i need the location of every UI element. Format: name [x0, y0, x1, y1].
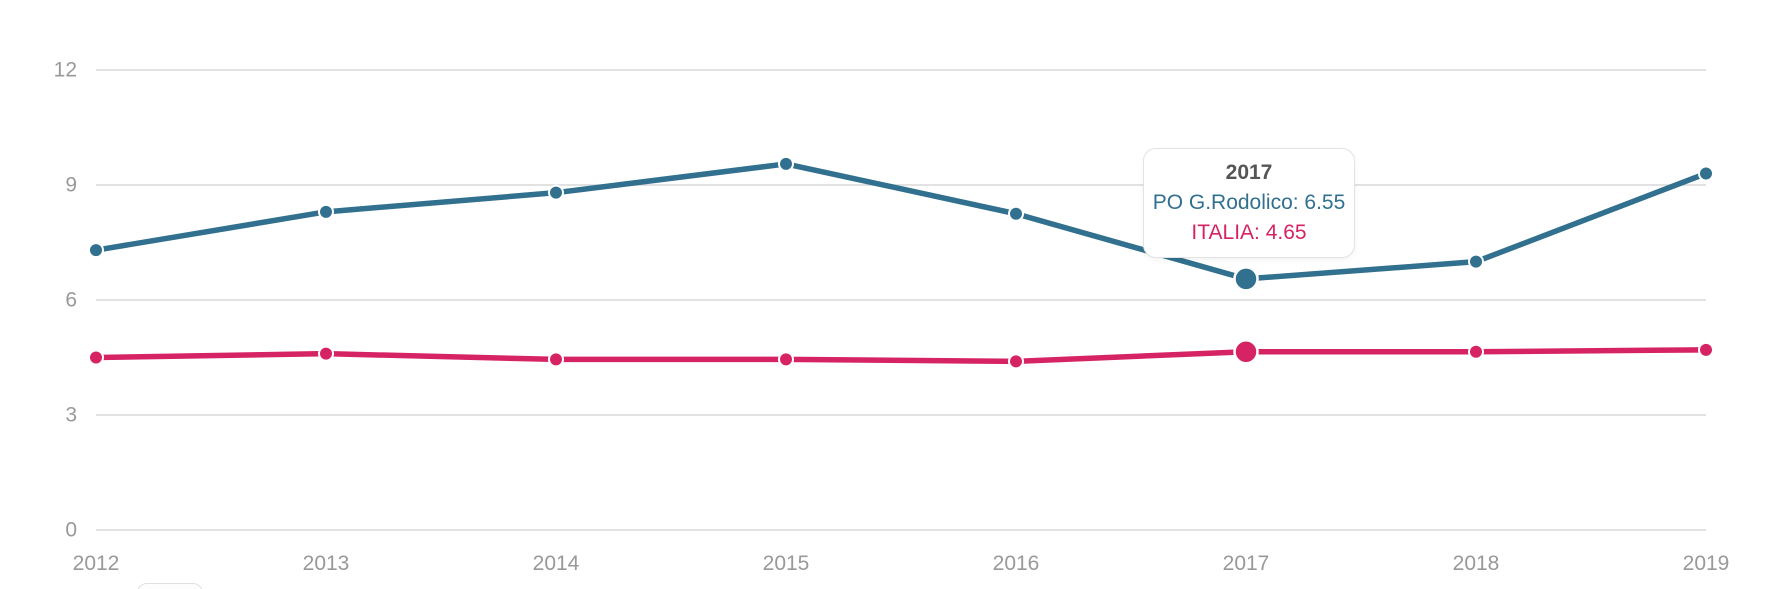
- y-axis-label: 6: [65, 289, 77, 312]
- data-point-italia-2014[interactable]: [548, 351, 564, 368]
- x-axis-label: 2018: [1453, 552, 1500, 575]
- x-axis-label: 2012: [73, 552, 120, 575]
- series-line-italia: [93, 347, 1709, 365]
- x-axis-label: 2017: [1223, 552, 1270, 575]
- series-line-po-g-rodolico: [93, 161, 1709, 282]
- tooltip-title: 2017: [1225, 161, 1273, 184]
- data-point-italia-2018[interactable]: [1468, 343, 1484, 360]
- tooltip: 2017 PO G.Rodolico: 6.55 ITALIA: 4.65: [1143, 148, 1355, 258]
- data-point-po-g-rodolico-2015[interactable]: [778, 155, 794, 172]
- data-point-italia-2019[interactable]: [1698, 341, 1714, 358]
- data-point-po-g-rodolico-2018[interactable]: [1468, 253, 1484, 270]
- x-axis-label: 2014: [533, 552, 580, 575]
- x-axis-label: 2015: [763, 552, 810, 575]
- data-point-italia-2012[interactable]: [88, 349, 104, 366]
- y-axis-label: 3: [65, 404, 77, 427]
- y-axis-label: 0: [65, 519, 77, 542]
- data-point-italia-2013[interactable]: [318, 345, 334, 362]
- tooltip-series-row: PO G.Rodolico: 6.55: [1152, 191, 1346, 214]
- data-point-italia-2017[interactable]: [1233, 339, 1259, 365]
- y-axis-label: 9: [65, 174, 77, 197]
- data-point-po-g-rodolico-2016[interactable]: [1008, 205, 1024, 222]
- x-axis-label: 2013: [303, 552, 350, 575]
- data-point-italia-2016[interactable]: [1008, 353, 1024, 370]
- x-axis-label: 2019: [1683, 552, 1730, 575]
- x-axis-label: 2016: [993, 552, 1040, 575]
- data-point-po-g-rodolico-2013[interactable]: [318, 203, 334, 220]
- data-point-italia-2015[interactable]: [778, 351, 794, 368]
- y-axis-label: 12: [54, 59, 77, 82]
- data-point-po-g-rodolico-2019[interactable]: [1698, 165, 1714, 182]
- data-point-po-g-rodolico-2014[interactable]: [548, 184, 564, 201]
- data-point-po-g-rodolico-2012[interactable]: [88, 242, 104, 259]
- legend-item-partial[interactable]: [137, 583, 203, 589]
- data-point-po-g-rodolico-2017[interactable]: [1233, 266, 1259, 292]
- tooltip-series-row: ITALIA: 4.65: [1191, 221, 1307, 244]
